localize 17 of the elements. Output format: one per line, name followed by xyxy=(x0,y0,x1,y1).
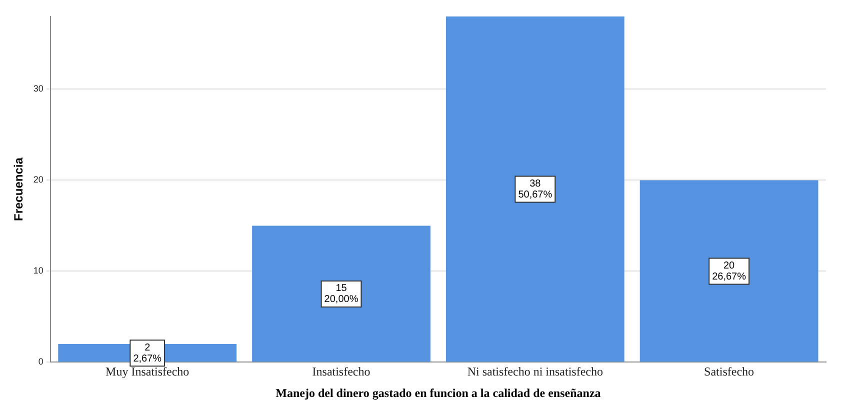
bar xyxy=(640,180,818,362)
x-tick-label: Muy Insatisfecho xyxy=(106,364,190,379)
x-axis-title: Manejo del dinero gastado en funcion a la calidad de enseñanza xyxy=(276,386,601,400)
y-tick-label: 10 xyxy=(33,266,44,276)
y-tick-label: 0 xyxy=(38,356,44,367)
data-label: 15 20,00% xyxy=(324,283,358,306)
data-label: 38 50,67% xyxy=(518,178,552,201)
x-tick-label: Ni satisfecho ni insatisfecho xyxy=(467,364,603,379)
y-axis-title: Frecuencia xyxy=(12,157,26,221)
data-label: 2 2,67% xyxy=(133,342,162,364)
bar xyxy=(446,16,624,362)
y-tick-label: 20 xyxy=(33,174,44,185)
y-tick-label: 30 xyxy=(33,84,44,94)
x-tick-label: Insatisfecho xyxy=(312,364,370,379)
data-label: 20 26,67% xyxy=(712,260,746,282)
x-tick-label: Satisfecho xyxy=(704,364,754,379)
bar xyxy=(252,226,430,362)
